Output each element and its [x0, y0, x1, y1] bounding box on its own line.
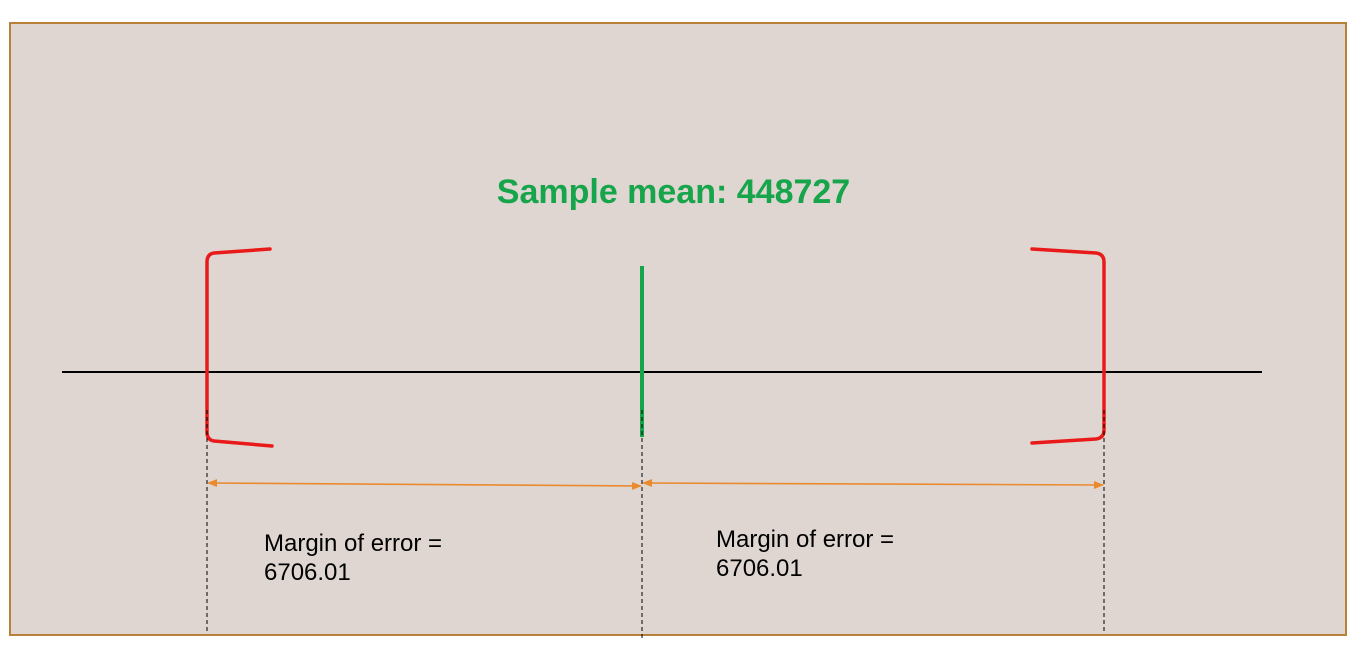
- left-margin-of-error-label: Margin of error = 6706.01: [264, 529, 442, 587]
- upper-bound-bracket: [1030, 247, 1106, 445]
- right-margin-value: 6706.01: [716, 555, 803, 582]
- diagram-panel: [9, 22, 1347, 636]
- sample-mean-title: Sample mean: 448727: [496, 173, 851, 211]
- right-margin-of-error-label: Margin of error = 6706.01: [716, 525, 894, 583]
- left-margin-label-text: Margin of error =: [264, 530, 443, 557]
- right-margin-label-text: Margin of error =: [716, 526, 895, 553]
- lower-bound-bracket: [205, 247, 274, 448]
- left-margin-value: 6706.01: [264, 559, 351, 586]
- right-margin-arrow: [642, 479, 1104, 489]
- left-margin-arrow: [207, 479, 642, 490]
